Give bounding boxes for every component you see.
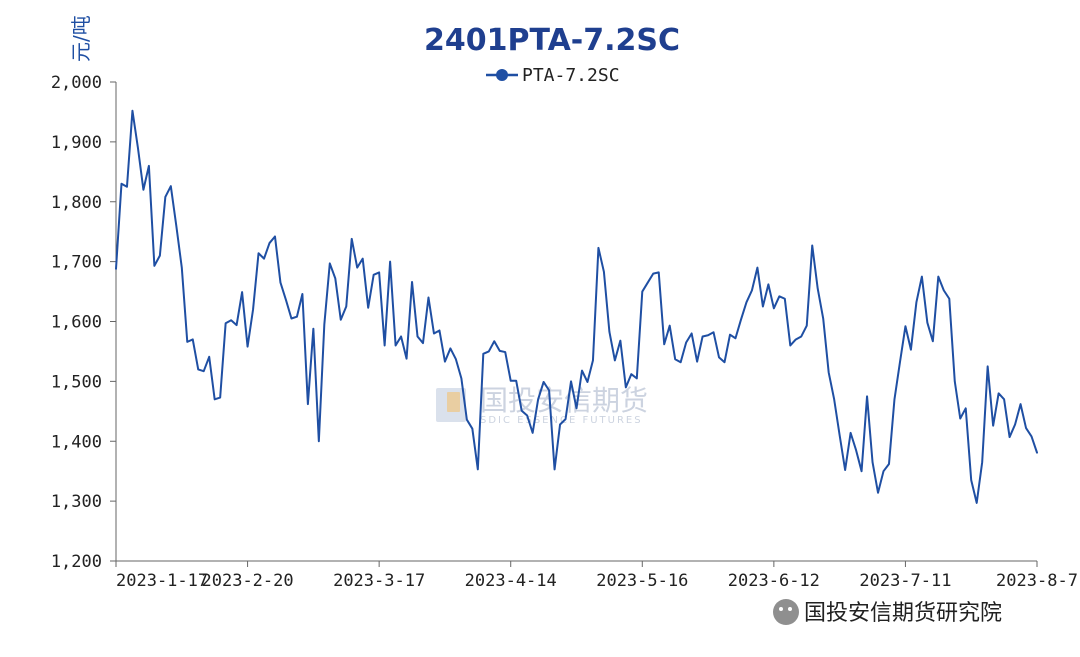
y-axis-unit: 元/吨 (69, 15, 93, 62)
y-tick-label: 1,700 (51, 253, 102, 273)
watermark-subtext: SDIC ESSENCE FUTURES (480, 415, 643, 426)
y-tick-label: 1,200 (51, 552, 102, 572)
y-tick-label: 1,800 (51, 193, 102, 213)
y-tick-label: 1,400 (51, 432, 102, 452)
x-tick-label: 2023-3-17 (333, 571, 425, 591)
watermark: 国投安信期货 SDIC ESSENCE FUTURES (436, 384, 648, 426)
wechat-icon-eye-left (779, 607, 783, 611)
series-line-pta-7-2sc (115, 109, 1038, 504)
y-tick-label: 1,900 (51, 133, 102, 153)
source-text: 国投安信期货研究院 (804, 601, 1002, 626)
y-tick-label: 1,600 (51, 313, 102, 333)
y-tick-label: 2,000 (51, 73, 102, 93)
chart-title: 2401PTA-7.2SC (424, 23, 680, 58)
x-tick-label: 2023-7-11 (859, 571, 951, 591)
x-tick-label: 2023-8-7 (996, 571, 1078, 591)
y-ticks: 2,000 1,900 1,800 1,700 1,600 1,500 1,400 1,300… (51, 73, 116, 572)
legend: PTA-7.2SC (486, 65, 620, 86)
series-group (115, 109, 1038, 504)
legend-marker (496, 69, 508, 81)
x-tick-label: 2023-4-14 (465, 571, 557, 591)
source-footer: 国投安信期货研究院 (773, 599, 1002, 626)
wechat-icon-eye-right (788, 607, 792, 611)
wechat-icon (773, 599, 799, 625)
x-tick-label: 2023-6-12 (728, 571, 820, 591)
x-tick-label: 2023-5-16 (596, 571, 688, 591)
legend-label: PTA-7.2SC (522, 65, 620, 86)
watermark-text: 国投安信期货 (480, 384, 648, 417)
watermark-logo-accent (447, 392, 460, 412)
y-tick-label: 1,300 (51, 492, 102, 512)
x-tick-label: 2023-1-17 (116, 571, 208, 591)
y-tick-label: 1,500 (51, 372, 102, 392)
x-tick-label: 2023-2-20 (202, 571, 294, 591)
